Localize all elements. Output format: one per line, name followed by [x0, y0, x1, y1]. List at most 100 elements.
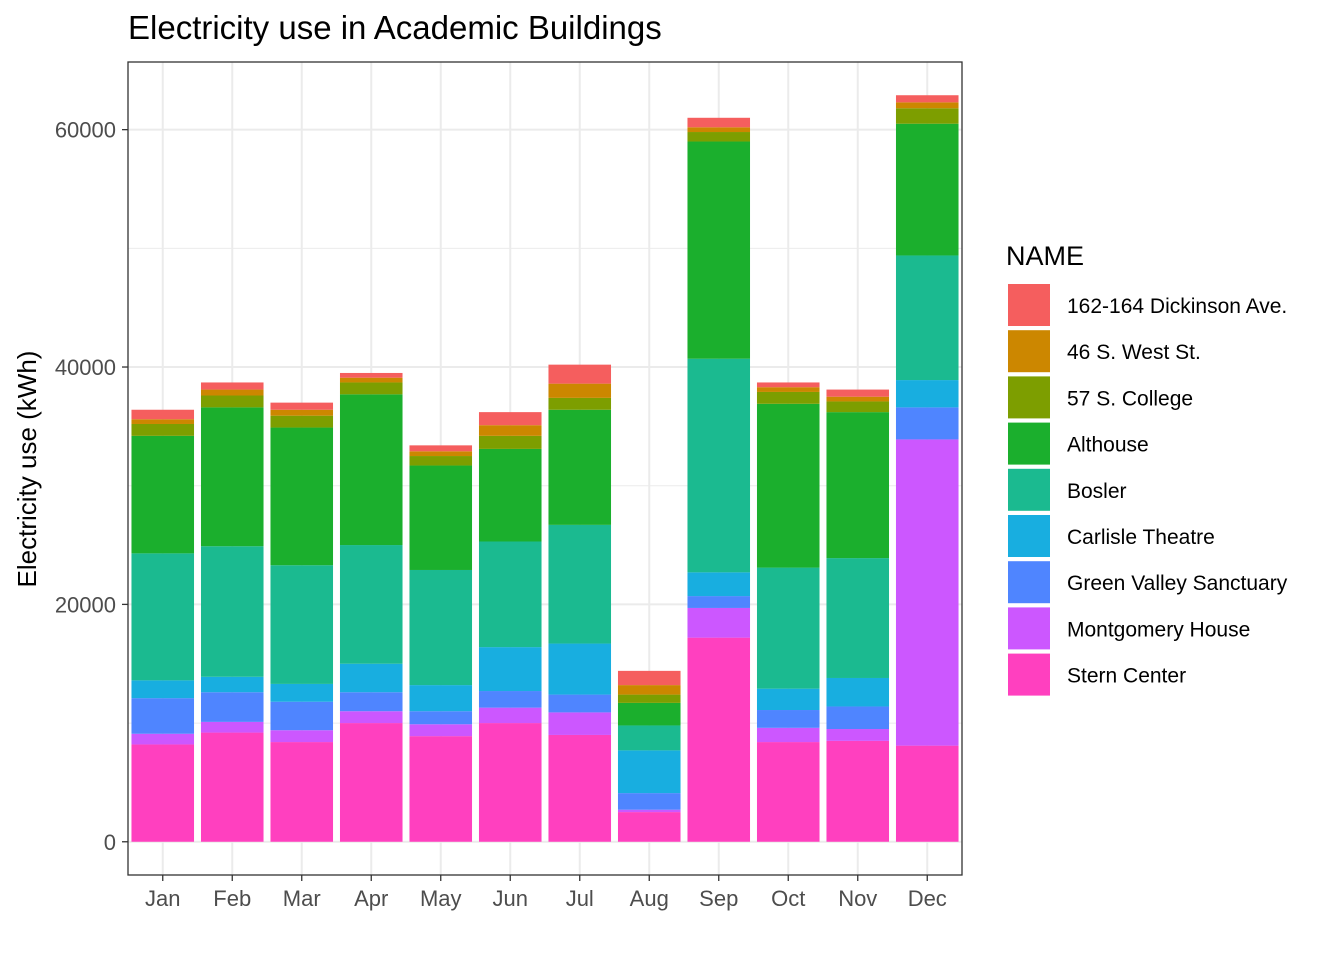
bar-may-green-valley-sanctuary	[409, 711, 473, 725]
bar-aug-montgomery-house	[617, 809, 681, 813]
bar-oct-green-valley-sanctuary	[756, 710, 820, 728]
x-tick-label: Dec	[908, 886, 947, 911]
bar-aug-stern-center	[617, 812, 681, 842]
bar-oct-carlisle-theatre	[756, 688, 820, 711]
bar-may-carlisle-theatre	[409, 685, 473, 712]
bar-jul-bosler	[548, 524, 612, 644]
plot-panel	[127, 61, 963, 876]
bar-jun-green-valley-sanctuary	[478, 691, 542, 708]
bar-jun-althouse	[478, 448, 542, 542]
bar-sep-green-valley-sanctuary	[687, 596, 751, 608]
bar-jul-57-s-college	[548, 397, 612, 410]
bar-nov-bosler	[826, 558, 890, 678]
bar-oct-montgomery-house	[756, 727, 820, 743]
bar-jan-46-s-west-st	[131, 419, 195, 424]
x-tick-label: Jun	[493, 886, 528, 911]
bar-mar-green-valley-sanctuary	[270, 701, 334, 731]
bar-dec-carlisle-theatre	[895, 380, 959, 408]
bar-dec-bosler	[895, 255, 959, 381]
bar-may-162-164-dickinson-ave	[409, 445, 473, 452]
legend-title: NAME	[1006, 241, 1084, 271]
bar-feb-montgomery-house	[200, 721, 264, 733]
bar-aug-57-s-college	[617, 694, 681, 703]
bar-mar-althouse	[270, 427, 334, 566]
bar-jan-162-164-dickinson-ave	[131, 409, 195, 420]
legend-label: 162-164 Dickinson Ave.	[1067, 295, 1287, 318]
legend-key	[1008, 284, 1050, 326]
bar-jan-stern-center	[131, 744, 195, 842]
bar-apr-stern-center	[339, 723, 403, 842]
bar-nov-162-164-dickinson-ave	[826, 389, 890, 397]
bar-jun-montgomery-house	[478, 707, 542, 724]
bar-apr-green-valley-sanctuary	[339, 692, 403, 712]
legend-key	[1008, 330, 1050, 373]
bar-feb-stern-center	[200, 732, 264, 842]
bar-apr-46-s-west-st	[339, 377, 403, 383]
bar-aug-green-valley-sanctuary	[617, 793, 681, 810]
legend-key	[1008, 515, 1050, 557]
bar-apr-montgomery-house	[339, 711, 403, 724]
bar-may-stern-center	[409, 736, 473, 842]
bar-jan-althouse	[131, 435, 195, 554]
bar-mar-carlisle-theatre	[270, 683, 334, 702]
bar-jul-162-164-dickinson-ave	[548, 364, 612, 384]
legend-label: Althouse	[1067, 434, 1149, 457]
bar-sep-162-164-dickinson-ave	[687, 117, 751, 128]
bar-nov-althouse	[826, 412, 890, 559]
bar-feb-althouse	[200, 407, 264, 547]
legend-label: Green Valley Sanctuary	[1067, 572, 1288, 595]
bar-aug-bosler	[617, 725, 681, 751]
legend-label: 46 S. West St.	[1067, 341, 1201, 364]
bar-aug-162-164-dickinson-ave	[617, 670, 681, 686]
bar-dec-46-s-west-st	[895, 102, 959, 109]
legend-label: Carlisle Theatre	[1067, 526, 1215, 549]
bar-jun-bosler	[478, 541, 542, 648]
x-tick-label: Mar	[283, 886, 321, 911]
bar-jul-46-s-west-st	[548, 383, 612, 398]
bar-jun-57-s-college	[478, 435, 542, 449]
bar-dec-stern-center	[895, 745, 959, 842]
x-tick-label: Jan	[145, 886, 180, 911]
bar-dec-althouse	[895, 123, 959, 256]
bar-nov-green-valley-sanctuary	[826, 706, 890, 730]
chart-title: Electricity use in Academic Buildings	[128, 9, 662, 46]
x-tick-label: Oct	[771, 886, 805, 911]
bar-aug-46-s-west-st	[617, 685, 681, 695]
bar-jun-46-s-west-st	[478, 425, 542, 436]
bar-mar-46-s-west-st	[270, 409, 334, 416]
bar-feb-57-s-college	[200, 395, 264, 408]
bar-feb-46-s-west-st	[200, 389, 264, 396]
y-tick-label: 0	[104, 830, 116, 855]
bar-mar-bosler	[270, 565, 334, 684]
y-axis-label: Electricity use (kWh)	[12, 351, 42, 588]
bar-may-althouse	[409, 465, 473, 570]
bar-nov-46-s-west-st	[826, 396, 890, 402]
bar-dec-57-s-college	[895, 108, 959, 124]
bar-jun-162-164-dickinson-ave	[478, 412, 542, 426]
x-tick-label: Sep	[699, 886, 738, 911]
legend-label: Bosler	[1067, 480, 1127, 503]
bar-jul-carlisle-theatre	[548, 643, 612, 695]
x-tick-label: Feb	[213, 886, 251, 911]
x-tick-label: Aug	[630, 886, 669, 911]
bar-sep-montgomery-house	[687, 607, 751, 638]
bar-apr-althouse	[339, 394, 403, 546]
legend-label: 57 S. College	[1067, 387, 1193, 410]
bar-oct-162-164-dickinson-ave	[756, 382, 820, 388]
bar-apr-bosler	[339, 545, 403, 664]
bar-jan-green-valley-sanctuary	[131, 698, 195, 734]
bar-may-46-s-west-st	[409, 451, 473, 457]
bar-dec-162-164-dickinson-ave	[895, 95, 959, 103]
bar-jun-carlisle-theatre	[478, 647, 542, 692]
bar-oct-althouse	[756, 403, 820, 568]
bar-jul-althouse	[548, 409, 612, 525]
bar-nov-carlisle-theatre	[826, 677, 890, 707]
bar-aug-carlisle-theatre	[617, 750, 681, 794]
bars	[131, 95, 959, 842]
x-tick-label: Apr	[354, 886, 388, 911]
bar-apr-carlisle-theatre	[339, 663, 403, 693]
y-axis: 0 20000 40000 60000	[55, 118, 128, 855]
bar-dec-montgomery-house	[895, 439, 959, 746]
bar-apr-57-s-college	[339, 382, 403, 395]
